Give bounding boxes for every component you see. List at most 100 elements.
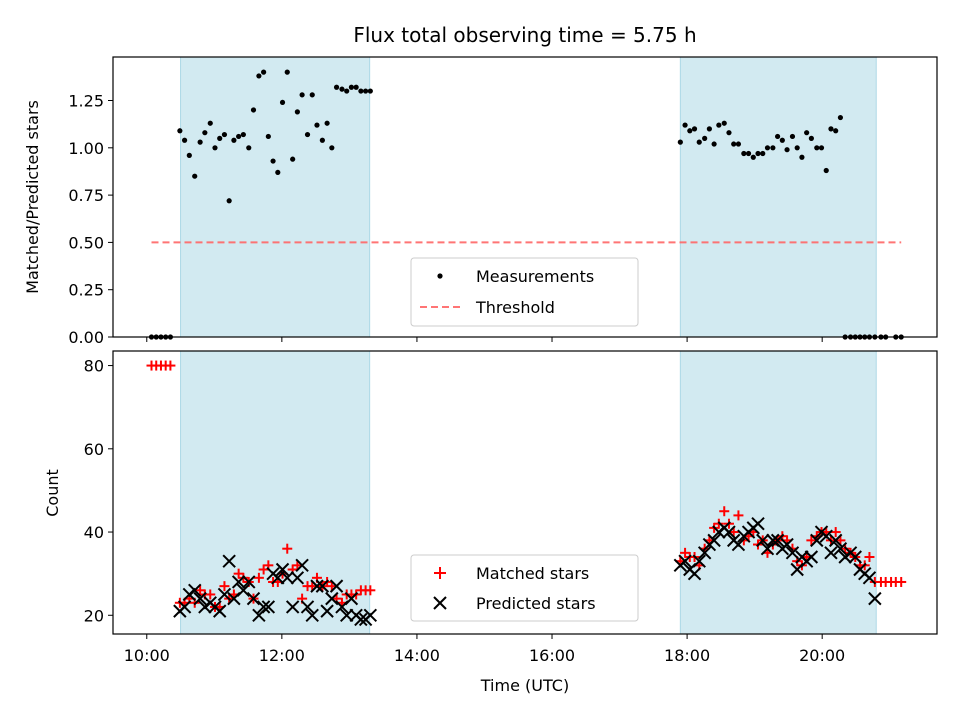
measurement-point <box>799 154 805 160</box>
predicted-star-marker <box>344 591 359 606</box>
measurement-point <box>716 122 722 128</box>
predicted-star-marker <box>320 604 334 618</box>
matched-star-marker <box>219 581 230 592</box>
measurement-point <box>833 128 839 134</box>
x-tick-label: 16:00 <box>529 646 575 665</box>
measurement-point <box>348 84 355 90</box>
predicted-star-marker <box>824 546 838 560</box>
predicted-star-marker <box>246 591 261 606</box>
measurement-point <box>808 135 814 141</box>
matched-star-marker <box>253 572 264 583</box>
ratio-panel: 0.00 0.25 0.50 0.75 1.00 1.25 Matched/Predict… <box>23 56 938 347</box>
matched-star-marker <box>806 535 817 546</box>
measurement-point <box>279 99 286 106</box>
measurement-point <box>804 130 810 136</box>
measurement-point <box>324 120 330 126</box>
predicted-star-marker <box>236 583 251 598</box>
predicted-star-marker <box>785 546 800 560</box>
predicted-star-marker <box>231 575 246 589</box>
predicted-star-marker <box>329 579 344 593</box>
measurement-point <box>333 84 340 90</box>
measurement-point <box>814 145 820 151</box>
predicted-star-marker <box>325 591 339 606</box>
y-tick-label: 40 <box>84 523 104 542</box>
measurement-point <box>702 135 708 141</box>
observing-window-1 <box>680 351 877 634</box>
top-legend-box <box>410 257 639 327</box>
predicted-star-marker <box>722 525 736 539</box>
predicted-star-marker <box>188 583 202 598</box>
y-tick-label: 0.25 <box>68 281 104 300</box>
predicted-star-marker <box>280 571 294 585</box>
measurement-point <box>299 92 305 98</box>
measurement-point <box>353 84 359 90</box>
predicted-star-marker <box>363 608 378 622</box>
legend-measurements-label: Measurements <box>476 267 594 286</box>
predicted-star-marker <box>271 571 285 585</box>
measurement-point <box>363 88 369 94</box>
measurement-point <box>726 130 732 136</box>
predicted-star-marker <box>193 591 207 606</box>
predicted-star-marker <box>261 600 276 614</box>
measurement-point <box>745 150 752 157</box>
predicted-star-marker <box>697 546 712 560</box>
measurement-point <box>236 133 242 140</box>
measurement-point <box>828 126 834 132</box>
measurement-point <box>818 145 825 151</box>
measurement-point <box>212 145 218 151</box>
measurement-point <box>294 109 300 115</box>
legend-threshold-label: Threshold <box>475 298 555 317</box>
measurement-point <box>794 145 800 151</box>
bottom-x-axis-ticks: 10:00 12:00 14:00 16:00 18:00 20:00 <box>124 634 845 665</box>
predicted-star-marker <box>707 533 721 548</box>
predicted-star-marker <box>760 541 775 556</box>
predicted-star-marker <box>315 579 330 593</box>
predicted-star-marker <box>217 587 232 602</box>
measurement-point <box>770 145 776 151</box>
measurement-point <box>711 141 717 147</box>
predicted-star-markers <box>173 517 882 627</box>
predicted-star-marker <box>810 533 824 548</box>
measurement-point <box>192 173 198 179</box>
predicted-star-marker <box>305 608 319 622</box>
measurement-points <box>148 69 904 340</box>
measurement-point <box>691 126 698 132</box>
y-tick-label: 80 <box>84 357 104 376</box>
x-tick-label: 12:00 <box>259 646 305 665</box>
predicted-star-marker <box>275 562 290 577</box>
top-y-axis-label: Matched/Predicted stars <box>23 100 42 294</box>
predicted-star-marker <box>756 533 770 548</box>
measurement-point <box>706 126 712 132</box>
measurement-point <box>775 133 781 140</box>
y-tick-label: 1.00 <box>68 139 104 158</box>
bottom-plot-frame <box>112 350 938 635</box>
predicted-star-marker <box>354 612 368 627</box>
matched-star-marker <box>733 510 744 521</box>
x-tick-label: 14:00 <box>394 646 440 665</box>
legend-predicted-marker <box>433 596 447 610</box>
predicted-star-marker <box>290 571 305 585</box>
measurement-point <box>784 147 790 153</box>
measurement-point <box>202 130 208 136</box>
bottom-legend-box <box>410 554 639 622</box>
predicted-star-marker <box>222 554 236 568</box>
predicted-star-marker <box>285 600 300 614</box>
predicted-star-marker <box>731 537 746 552</box>
y-tick-label: 0.75 <box>68 186 104 205</box>
predicted-star-marker <box>339 608 354 622</box>
measurement-point <box>741 150 747 157</box>
legend-matched-marker <box>434 567 446 579</box>
measurement-point <box>181 137 188 143</box>
predicted-star-marker <box>819 529 833 543</box>
legend-measurements-marker <box>437 273 443 279</box>
measurement-point <box>764 145 771 151</box>
predicted-star-marker <box>687 566 702 581</box>
predicted-star-marker <box>780 537 794 552</box>
y-tick-label: 20 <box>84 606 104 625</box>
measurement-point <box>256 73 262 79</box>
predicted-star-marker <box>256 600 271 614</box>
measurement-point <box>226 198 232 204</box>
matched-star-marker <box>282 543 293 554</box>
matched-star-marker <box>165 360 176 371</box>
